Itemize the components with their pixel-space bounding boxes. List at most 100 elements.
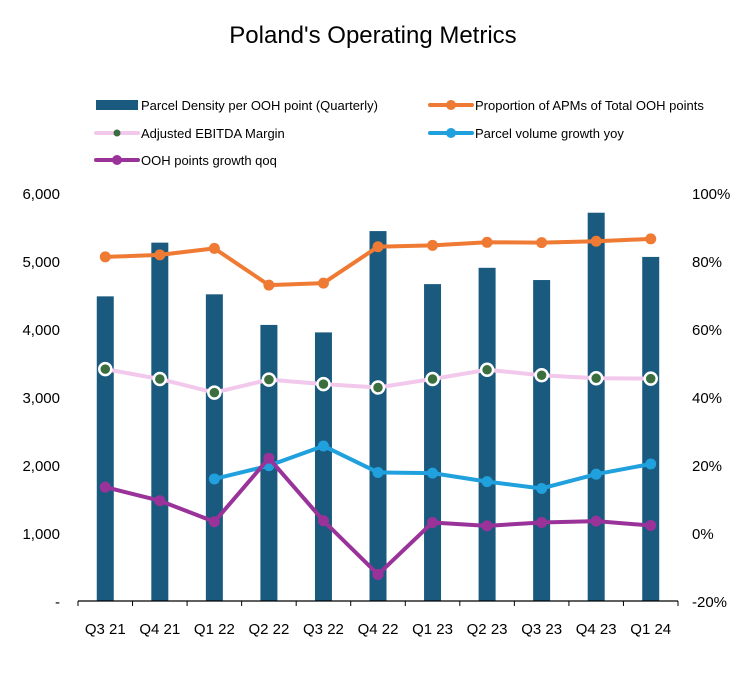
- right-tick-label: 100%: [692, 186, 730, 203]
- legend-label: OOH points growth qoq: [141, 153, 277, 168]
- data-point: [317, 440, 329, 452]
- right-tick-label: 20%: [692, 458, 722, 475]
- data-point: [645, 458, 657, 470]
- legend-marker: [112, 155, 122, 165]
- data-point: [98, 361, 113, 377]
- legend-label: Parcel Density per OOH point (Quarterly): [141, 98, 378, 113]
- right-tick-label: 0%: [692, 526, 714, 543]
- data-point: [372, 241, 384, 253]
- x-tick-label: Q4 21: [139, 621, 180, 638]
- left-tick-label: 6,000: [22, 186, 60, 203]
- bar-5: [369, 231, 387, 601]
- data-point: [208, 242, 220, 254]
- data-point: [372, 466, 384, 478]
- x-tick-label: Q4 22: [358, 621, 399, 638]
- left-tick-label: 5,000: [22, 254, 60, 271]
- legend-item-1: Proportion of APMs of Total OOH points: [428, 98, 704, 113]
- x-tick-label: Q4 23: [576, 621, 617, 638]
- left-tick-label: 4,000: [22, 322, 60, 339]
- bar-0: [96, 296, 114, 601]
- data-point: [536, 237, 548, 249]
- data-point: [534, 367, 549, 383]
- data-point: [479, 362, 495, 378]
- data-point: [481, 236, 493, 248]
- left-tick-label: 1,000: [22, 526, 60, 543]
- data-point: [261, 372, 277, 387]
- bar-8: [533, 280, 551, 601]
- x-tick-label: Q1 22: [194, 621, 235, 638]
- data-point: [370, 380, 386, 395]
- data-point: [481, 476, 493, 488]
- right-tick-label: -20%: [692, 594, 727, 611]
- data-point: [154, 495, 166, 507]
- x-tick-label: Q1 24: [630, 621, 671, 638]
- data-point: [372, 568, 384, 580]
- line-series-2: [208, 440, 657, 494]
- legend-label: Adjusted EBITDA Margin: [141, 126, 285, 141]
- x-tick-label: Q3 22: [303, 621, 344, 638]
- data-point: [590, 468, 602, 480]
- data-point: [427, 467, 439, 479]
- data-point: [317, 515, 329, 527]
- line-series-3: [99, 452, 657, 580]
- data-point: [99, 251, 111, 263]
- x-tick-label: Q1 23: [412, 621, 453, 638]
- legend-item-0: Parcel Density per OOH point (Quarterly): [96, 98, 378, 113]
- x-tick-label: Q3 23: [521, 621, 562, 638]
- bar-6: [424, 284, 442, 601]
- data-point: [99, 481, 111, 493]
- data-point: [208, 516, 220, 528]
- right-tick-label: 40%: [692, 390, 722, 407]
- right-tick-label: 60%: [692, 322, 722, 339]
- data-point: [425, 371, 440, 387]
- legend-swatch: [96, 100, 138, 110]
- left-tick-label: -: [55, 594, 60, 611]
- data-point: [263, 452, 275, 464]
- axes: Q3 21 Q4 21 Q1 22 Q2 22 Q3 22 Q4 22 Q1 23 Q2 23…: [22, 186, 730, 638]
- bar-7: [478, 267, 496, 601]
- data-point: [643, 371, 658, 386]
- data-point: [427, 239, 439, 251]
- bar-4: [314, 332, 332, 601]
- data-point: [536, 482, 548, 494]
- data-point: [590, 515, 602, 527]
- data-point: [645, 233, 657, 245]
- line-series-0: [99, 233, 657, 291]
- bar-1: [151, 242, 169, 601]
- data-point: [317, 277, 329, 289]
- data-point: [208, 473, 220, 485]
- bar-series: [96, 212, 660, 601]
- x-tick-label: Q2 23: [467, 621, 508, 638]
- data-point: [590, 235, 602, 247]
- legend-marker: [113, 129, 121, 137]
- line-series: [98, 233, 658, 580]
- data-point: [263, 279, 275, 291]
- line-series-1: [98, 361, 658, 400]
- legend-label: Proportion of APMs of Total OOH points: [475, 98, 704, 113]
- legend-item-2: Adjusted EBITDA Margin: [94, 126, 285, 141]
- left-tick-label: 3,000: [22, 390, 60, 407]
- left-tick-label: 2,000: [22, 458, 60, 475]
- legend-label: Parcel volume growth yoy: [475, 126, 624, 141]
- chart-title: Poland's Operating Metrics: [229, 22, 516, 49]
- legend-marker: [446, 128, 456, 138]
- bar-10: [642, 256, 660, 601]
- data-point: [645, 520, 657, 532]
- right-tick-label: 80%: [692, 254, 722, 271]
- legend-marker: [446, 100, 456, 110]
- x-tick-label: Q3 21: [85, 621, 126, 638]
- data-point: [207, 385, 222, 400]
- bar-2: [205, 294, 223, 601]
- legend: Parcel Density per OOH point (Quarterly)…: [94, 98, 704, 168]
- data-point: [427, 516, 439, 528]
- data-point: [481, 520, 493, 532]
- x-tick-label: Q2 22: [248, 621, 289, 638]
- legend-item-3: Parcel volume growth yoy: [428, 126, 624, 141]
- data-point: [154, 249, 166, 261]
- legend-item-4: OOH points growth qoq: [94, 153, 277, 168]
- bar-9: [587, 212, 605, 601]
- data-point: [536, 516, 548, 528]
- data-point: [316, 376, 331, 392]
- data-point: [152, 371, 168, 387]
